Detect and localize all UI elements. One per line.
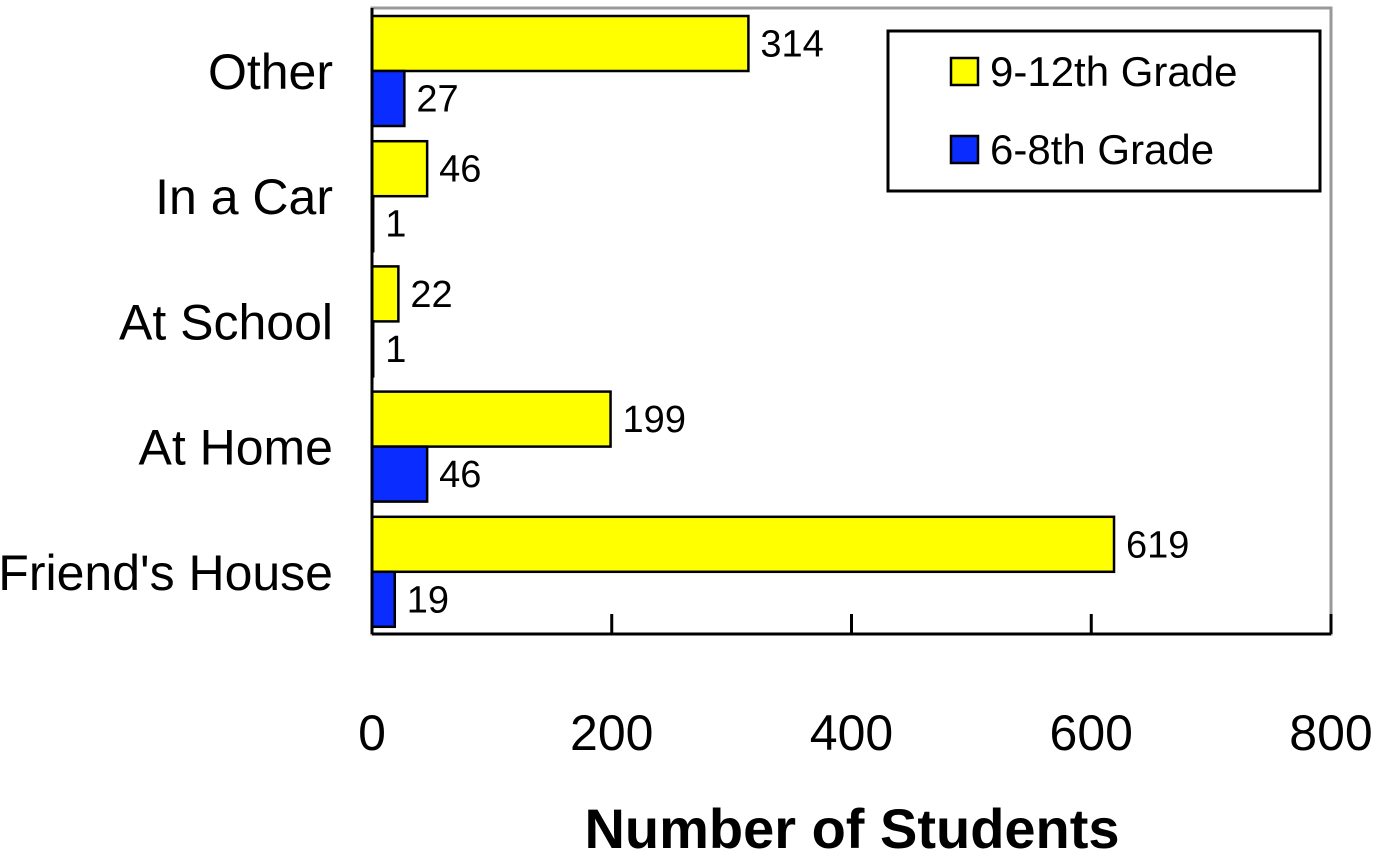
data-label: 619 [1126, 524, 1189, 566]
category-label: Friend's House [0, 545, 333, 601]
data-label: 27 [416, 79, 458, 121]
category-label: Other [208, 44, 333, 100]
x-tick-label: 400 [810, 705, 893, 761]
legend-label: 9-12th Grade [990, 48, 1238, 95]
bar-grade-9-12-0 [370, 14, 750, 73]
bars-layer [370, 14, 1116, 629]
category-label: In a Car [155, 169, 333, 225]
data-label: 46 [439, 149, 481, 191]
x-tick-label: 600 [1050, 705, 1133, 761]
legend-swatch [949, 134, 980, 165]
x-axis-title: Number of Students [584, 797, 1119, 856]
bar-grade-9-12-1 [370, 139, 429, 198]
x-axis: 0 200 400 600 800 [358, 8, 1373, 761]
x-tick-label: 0 [358, 705, 386, 761]
data-label: 199 [623, 399, 686, 441]
bar-grade-9-12-3 [370, 390, 612, 448]
legend-swatch [949, 56, 980, 87]
bar-grade-9-12-4 [370, 515, 1116, 574]
bar-grade-6-8-4 [370, 570, 397, 629]
x-tick-label: 200 [570, 705, 653, 761]
data-label: 46 [439, 454, 481, 496]
bar-grade-6-8-0 [370, 69, 406, 128]
data-label: 1 [385, 204, 406, 246]
bar-grade-9-12-2 [370, 265, 400, 323]
legend-label: 6-8th Grade [990, 126, 1214, 173]
legend: 9-12th Grade 6-8th Grade [886, 29, 1322, 193]
category-label: At Home [138, 420, 333, 476]
category-label: At School [119, 294, 333, 350]
data-label: 314 [760, 24, 823, 66]
category-labels-layer: Other In a Car At School At Home Friend's Ho… [0, 44, 333, 601]
bar-grade-6-8-3 [370, 445, 429, 503]
data-label: 22 [410, 274, 452, 316]
x-tick-label: 800 [1289, 705, 1372, 761]
data-label: 1 [385, 329, 406, 371]
data-label: 19 [407, 579, 449, 621]
